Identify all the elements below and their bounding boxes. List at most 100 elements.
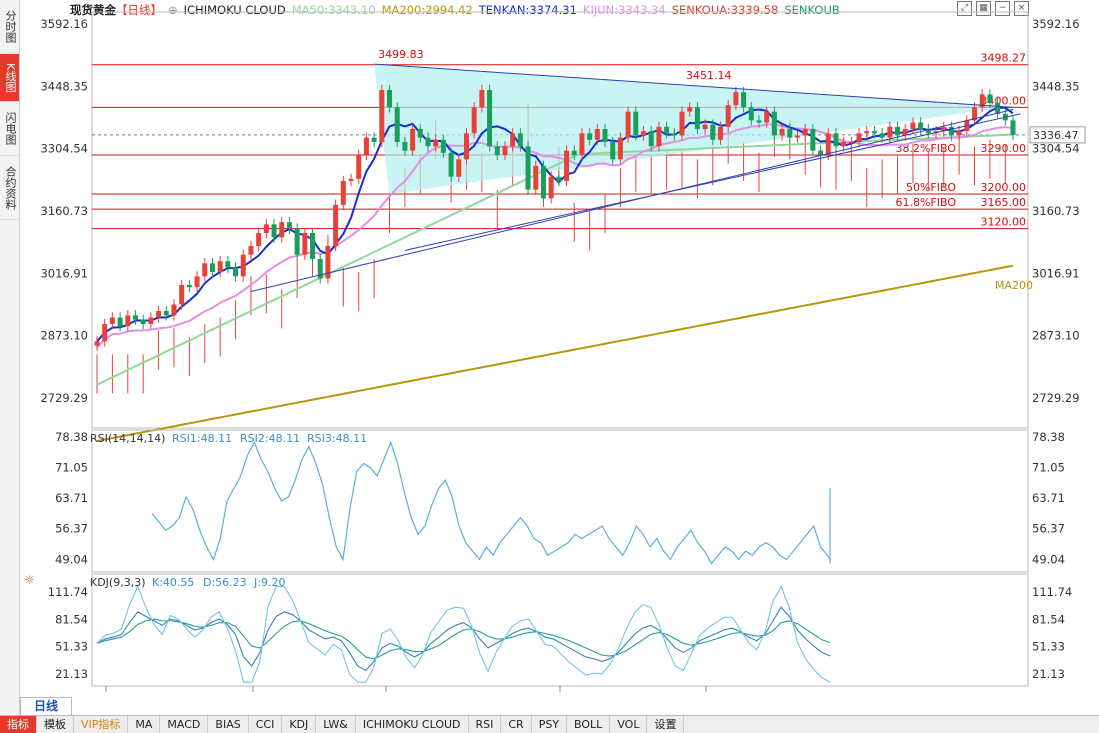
kdj-tick-right: 51.33 [1032,640,1065,654]
candle-body [540,165,546,199]
grid-icon[interactable]: ▦ [976,1,991,16]
candle-body [471,107,477,134]
chart-canvas[interactable]: 3592.16 3592.16 3448.35 3448.35 3304.54 3304.… [0,0,1099,697]
candle-body [302,233,308,255]
price-tick-right: 3016.91 [1032,266,1080,280]
candle-body [248,246,254,255]
price-panel: 3592.16 3592.16 3448.35 3448.35 3304.54 3304.… [40,11,1086,442]
candle-body [487,90,493,147]
ma200-value: MA200:2994.42 [381,3,473,17]
candle-body [217,261,223,272]
candle-body [294,228,300,255]
tab-time-sharing[interactable]: 分时图 [0,0,19,54]
kdj-tick-left: 51.33 [55,640,88,654]
candle-body [802,129,808,136]
candle-body [517,133,523,147]
candle-body [833,133,839,147]
candle-body [794,135,800,138]
candle-body [310,233,316,259]
candle-body [402,142,408,151]
candle-body [787,129,793,138]
candle-body [610,142,616,160]
kdj-panel: 111.74 111.74 81.54 81.54 51.33 51.33 21.13 21.… [48,573,1072,687]
candle-body [664,126,670,134]
tab-bias[interactable]: BIAS [208,716,249,733]
price-tick-left: 3448.35 [40,79,88,93]
tab-psy[interactable]: PSY [532,716,568,733]
candle-body [810,129,816,151]
level-label: 3290.00 [981,142,1027,155]
candle-body [748,107,754,121]
candle-body [879,133,885,138]
candle-body [887,126,893,138]
period-tag: 【日线】 [116,3,162,17]
settings-icon[interactable]: ⊕ [168,3,178,17]
tab-cci[interactable]: CCI [249,716,283,733]
indicator-name: ICHIMOKU CLOUD [183,3,286,17]
expand-icon[interactable]: ⤢ [957,1,972,16]
candle-body [687,107,693,112]
price-tick-left: 3160.73 [40,204,88,218]
tab-ichimoku[interactable]: ICHIMOKU CLOUD [356,716,469,733]
candle-body [979,94,985,108]
candle-body [571,150,577,155]
candle-body [525,146,531,190]
high-label-1: 3499.83 [378,48,424,61]
candle-body [325,246,331,279]
candle-body [818,150,824,155]
tab-macd[interactable]: MACD [160,716,209,733]
kdj-d-line [96,618,831,660]
minus-icon[interactable]: − [995,1,1010,16]
candle-body [656,126,662,147]
candle-body [410,129,416,151]
candle-body [340,181,346,205]
tab-cr[interactable]: CR [501,716,532,733]
period-button[interactable]: 日线 [20,697,72,716]
candle-body [225,261,231,268]
candle-body [556,176,562,181]
rsi-tick-right: 71.05 [1032,460,1065,474]
close-icon[interactable]: × [1014,1,1029,16]
tab-vol[interactable]: VOL [610,716,648,733]
tab-kline[interactable]: K线图 [0,54,19,102]
tab-ma[interactable]: MA [128,716,161,733]
kdj-k-value: K:40.55 [152,576,194,589]
candle-body [463,133,469,160]
price-tick-left: 3304.54 [40,142,88,156]
ma200-line [96,264,1014,442]
candle-body [510,133,516,147]
tab-flash-chart[interactable]: 闪电图 [0,102,19,156]
rsi-tick-right: 56.37 [1032,522,1065,536]
candle-body [425,137,431,147]
price-tick-left: 2873.10 [40,329,88,343]
tab-lw[interactable]: LW& [316,716,356,733]
rsi-tick-left: 71.05 [55,460,88,474]
tab-vip-indicators[interactable]: VIP指标 [74,716,129,733]
rsi-tick-left: 49.04 [55,552,88,566]
tab-boll[interactable]: BOLL [567,716,611,733]
candle-body [387,90,393,108]
price-tick-left: 3016.91 [40,266,88,280]
candle-body [918,122,924,129]
rsi2-value: RSI2:48.11 [240,432,300,445]
candle-body [625,111,631,138]
kdj-gear-icon[interactable]: ☼ [24,573,35,587]
tab-contract-info[interactable]: 合约资料 [0,156,19,220]
candle-body [333,204,339,246]
triangle-pattern [374,64,1006,194]
tab-kdj[interactable]: KDJ [282,716,317,733]
candle-body [163,311,169,316]
tab-templates[interactable]: 模板 [37,716,74,733]
rsi1-value: RSI1:48.11 [172,432,232,445]
candle-body [548,176,554,199]
senkoua-value: SENKOUA:3339.58 [671,3,779,17]
kijun-value: KIJUN:3343.34 [582,3,666,17]
kdj-tick-left: 81.54 [55,612,88,626]
level-label: 3120.00 [981,216,1027,229]
tab-settings[interactable]: 设置 [647,716,685,733]
fibo-label: 50%FIBO [906,181,956,194]
tab-rsi[interactable]: RSI [469,716,502,733]
tab-indicators[interactable]: 指标 [0,716,37,733]
candle-body [864,131,870,134]
candle-body [94,341,100,346]
